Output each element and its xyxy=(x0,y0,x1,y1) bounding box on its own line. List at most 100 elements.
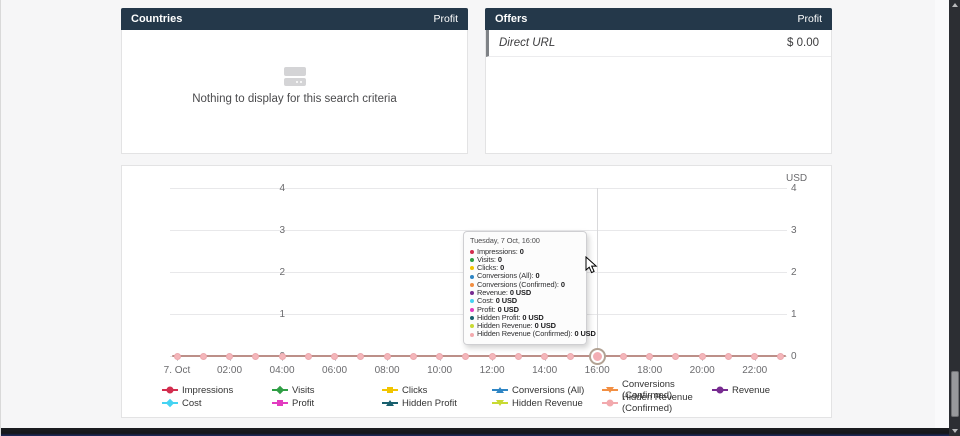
scrollbar[interactable] xyxy=(949,0,960,436)
tooltip-row: Cost: 0 USD xyxy=(470,296,582,305)
x-axis-label: 20:00 xyxy=(689,365,715,376)
legend-item[interactable]: Profit xyxy=(272,397,382,409)
tooltip-series-dot xyxy=(470,316,474,321)
legend-item-label: Conversions (All) xyxy=(512,384,585,396)
series-line xyxy=(172,355,786,357)
legend-item-label: Impressions xyxy=(182,384,234,396)
countries-panel: Countries Profit Nothing to display for … xyxy=(121,8,468,154)
countries-metric-label: Profit xyxy=(433,13,458,25)
tooltip-row: Revenue: 0 USD xyxy=(470,288,582,297)
y-axis-label-left: 3 xyxy=(279,225,285,236)
tooltip-series-dot xyxy=(470,266,474,271)
legend-item[interactable]: Cost xyxy=(162,397,272,409)
legend-item-label: Conversions (Confirmed) xyxy=(622,379,675,401)
legend-item[interactable]: Hidden Revenue xyxy=(492,398,602,409)
tooltip-series-dot xyxy=(470,324,474,329)
triangle-marker-icon xyxy=(492,386,508,395)
data-point-marker[interactable] xyxy=(278,352,286,360)
data-point-marker[interactable] xyxy=(462,352,470,360)
data-point-marker[interactable] xyxy=(357,352,365,360)
scrollbar-thumb[interactable] xyxy=(950,371,959,417)
legend-item[interactable]: Conversions (Confirmed) xyxy=(602,379,712,401)
data-point-marker[interactable] xyxy=(436,352,444,360)
offer-name: Direct URL xyxy=(499,37,556,49)
data-point-marker[interactable] xyxy=(567,352,575,360)
data-point-marker[interactable] xyxy=(541,352,549,360)
x-axis-label: 06:00 xyxy=(322,365,348,376)
legend-item[interactable]: Hidden Revenue (Confirmed) xyxy=(602,392,712,414)
data-point-marker[interactable] xyxy=(383,352,391,360)
right-gutter xyxy=(935,0,949,428)
right-axis-unit-label: USD xyxy=(786,173,808,184)
data-point-marker[interactable] xyxy=(646,352,654,360)
mouse-cursor xyxy=(585,255,598,280)
data-point-marker[interactable] xyxy=(331,352,339,360)
data-point-marker[interactable] xyxy=(199,352,207,360)
tooltip-series-dot xyxy=(470,282,474,287)
chart-tooltip: Tuesday, 7 Oct, 16:00 Impressions: 0 Visit… xyxy=(463,231,596,345)
tooltip-row: Hidden Revenue (Confirmed): 0 USD xyxy=(470,330,596,338)
data-point-marker[interactable] xyxy=(724,352,732,360)
data-point-marker[interactable] xyxy=(698,352,706,360)
data-point-marker[interactable] xyxy=(672,352,680,360)
offers-title: Offers xyxy=(495,13,528,25)
countries-panel-header: Countries Profit xyxy=(121,8,468,30)
highlighted-point-marker[interactable] xyxy=(590,349,604,363)
y-axis-label-right: 4 xyxy=(791,183,797,194)
tooltip-series-dot xyxy=(470,274,474,279)
tooltip-row: Clicks: 0 xyxy=(470,263,582,272)
data-point-marker[interactable] xyxy=(304,352,312,360)
legend-item[interactable]: Impressions xyxy=(162,384,272,396)
circle-marker-icon xyxy=(162,386,178,395)
scroll-down-button[interactable] xyxy=(951,429,958,433)
legend-item-label: Revenue xyxy=(732,384,771,396)
data-point-marker[interactable] xyxy=(173,352,181,360)
y-axis-label-right: 2 xyxy=(791,267,797,278)
countries-title: Countries xyxy=(131,13,183,25)
chart-legend: Impressions Visits Clicks Conversions (All)… xyxy=(162,379,822,414)
scroll-up-button[interactable] xyxy=(951,3,958,7)
legend-item[interactable]: Hidden Profit xyxy=(382,397,492,409)
tooltip-series-dot xyxy=(470,299,474,304)
legend-item[interactable]: Conversions (All) xyxy=(492,384,602,396)
legend-item-label: Profit xyxy=(292,397,315,409)
data-point-marker[interactable] xyxy=(514,352,522,360)
data-point-marker[interactable] xyxy=(751,352,759,360)
x-axis-label: 02:00 xyxy=(217,365,243,376)
offers-panel-header: Offers Profit xyxy=(485,8,832,30)
legend-item[interactable]: Clicks xyxy=(382,385,492,396)
triangle-marker-icon xyxy=(382,399,398,408)
triangle-down-marker-icon xyxy=(602,386,618,395)
tooltip-series-dot xyxy=(470,257,474,262)
tooltip-row: Conversions (All): 0 xyxy=(470,272,582,280)
tooltip-series-dot xyxy=(470,249,474,254)
chart-panel: USD Tuesday, 7 Oct, 16:00 Impressions: 0 V… xyxy=(121,165,832,418)
data-point-marker[interactable] xyxy=(409,352,417,360)
data-point-marker[interactable] xyxy=(226,352,234,360)
diamond-marker-icon xyxy=(162,398,178,408)
tooltip-series-dot xyxy=(470,332,474,337)
server-stack-icon xyxy=(283,67,306,86)
tooltip-row: Conversions (Confirmed): 0 xyxy=(470,280,582,289)
legend-item[interactable]: Visits xyxy=(272,385,382,396)
empty-state-text: Nothing to display for this search crite… xyxy=(192,93,397,105)
legend-item[interactable]: Revenue xyxy=(712,384,822,396)
offers-metric-label: Profit xyxy=(797,13,822,25)
square-marker-icon xyxy=(382,386,398,395)
bottom-window-edge xyxy=(1,428,960,436)
crosshair-line xyxy=(597,188,598,356)
data-point-marker[interactable] xyxy=(777,352,785,360)
data-point-marker[interactable] xyxy=(619,352,627,360)
x-axis-label: 12:00 xyxy=(479,365,505,376)
tooltip-row: Impressions: 0 xyxy=(470,247,582,256)
legend-item-label: Cost xyxy=(182,397,202,409)
gridline xyxy=(170,188,787,189)
x-axis-label: 7. Oct xyxy=(163,365,191,376)
data-point-marker[interactable] xyxy=(252,352,260,360)
legend-item-label: Hidden Profit xyxy=(402,397,457,409)
y-axis-label-left: 2 xyxy=(279,267,285,278)
data-point-marker[interactable] xyxy=(488,352,496,360)
y-axis-label-left: 4 xyxy=(279,183,285,194)
offer-row[interactable]: Direct URL $ 0.00 xyxy=(486,30,831,57)
